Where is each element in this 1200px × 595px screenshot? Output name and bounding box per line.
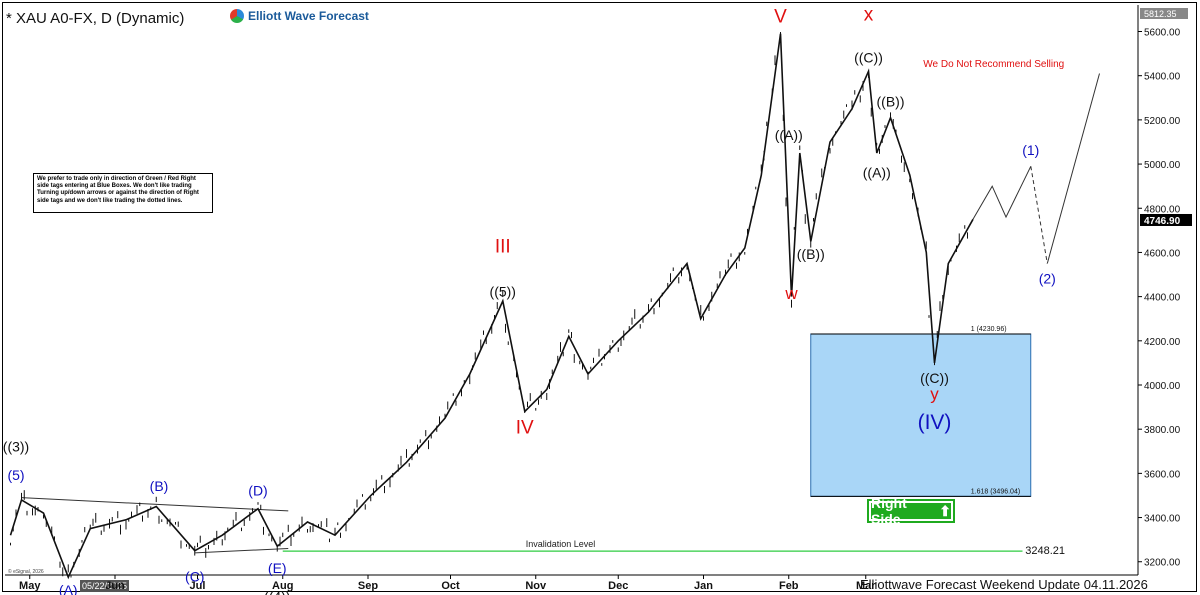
y-tick-label: 4200.00 xyxy=(1144,337,1181,348)
x-tick-label: Dec xyxy=(608,580,628,592)
y-tick-label: 3600.00 xyxy=(1144,469,1181,480)
wave-label: (1) xyxy=(1022,142,1039,158)
wave-label: (5) xyxy=(7,467,24,483)
chart-title: * XAU A0-FX, D (Dynamic) xyxy=(6,10,185,27)
y-tick-label: 3800.00 xyxy=(1144,425,1181,436)
invalidation-label: Invalidation Level xyxy=(526,539,596,549)
x-tick-label: Jun xyxy=(105,580,125,592)
wave-label: ((B)) xyxy=(797,246,825,262)
y-tick-label: 4600.00 xyxy=(1144,248,1181,259)
invalidation-value-label: 3248.21 xyxy=(1025,545,1065,557)
no-sell-label: We Do Not Recommend Selling xyxy=(923,59,1064,70)
wave-label: x xyxy=(864,4,874,25)
wave-label: (D) xyxy=(248,482,267,498)
projection-dashed xyxy=(1030,166,1048,264)
box-top-label: 1 (4230.96) xyxy=(971,326,1007,333)
x-tick-label: Jul xyxy=(190,580,206,592)
wave-label: ((B)) xyxy=(877,94,905,110)
x-tick-label: Nov xyxy=(525,580,547,592)
wave-label: ((4)) xyxy=(264,589,290,595)
x-tick-label: Oct xyxy=(441,580,460,592)
projection-final xyxy=(1046,73,1100,264)
wave-label: y xyxy=(930,384,939,403)
brand-logo-icon xyxy=(230,9,244,23)
y-tick-label: 5000.00 xyxy=(1144,160,1181,171)
wave-label: ((3)) xyxy=(3,438,29,454)
x-tick-label: Mar xyxy=(856,580,876,592)
wave-label: ((5)) xyxy=(490,284,516,300)
date-marker: 05/22/2025 xyxy=(80,580,130,592)
wave-label: ((A)) xyxy=(863,164,891,180)
wave-label: V xyxy=(774,7,787,28)
blue-box xyxy=(810,333,1032,497)
y-tick-label: 4800.00 xyxy=(1144,204,1181,215)
wave-label: (IV) xyxy=(918,411,952,434)
wave-label: III xyxy=(495,236,511,257)
wave-label: ((C)) xyxy=(854,49,883,65)
right-side-label: Right Side xyxy=(871,495,907,527)
top-price-label: 5812.35 xyxy=(1144,9,1177,19)
box-bottom-label: 1.618 (3496.04) xyxy=(971,488,1020,495)
x-tick-label: Sep xyxy=(358,580,378,592)
wave-label: (2) xyxy=(1039,270,1056,286)
x-tick-label: Aug xyxy=(272,580,293,592)
x-tick-label: Feb xyxy=(779,580,799,592)
wave-label: (B) xyxy=(150,478,169,494)
y-tick-label: 5200.00 xyxy=(1144,116,1181,127)
footer-update: Elliottwave Forecast Weekend Update 04.1… xyxy=(860,577,1148,592)
y-tick-label: 3400.00 xyxy=(1144,514,1181,525)
wave-label: (A) xyxy=(59,582,78,595)
y-tick-label: 5600.00 xyxy=(1144,28,1181,39)
up-arrow-icon: ⬆ xyxy=(939,502,951,519)
trading-note: We prefer to trade only in direction of … xyxy=(33,173,213,213)
wave-label: w xyxy=(784,284,798,303)
wave-label: ((A)) xyxy=(775,127,803,143)
x-tick-label: Jan xyxy=(694,580,713,592)
x-tick-label: May xyxy=(19,580,41,592)
y-tick-label: 4400.00 xyxy=(1144,293,1181,304)
triangle-line xyxy=(194,547,289,554)
wave-label: ((C)) xyxy=(920,370,949,386)
brand-logo: Elliott Wave Forecast xyxy=(230,9,369,23)
wave-label: (C) xyxy=(185,569,204,585)
top-price-box xyxy=(1140,8,1188,19)
triangle-line xyxy=(21,497,289,512)
wave-label: (E) xyxy=(268,560,287,576)
esignal-credit: © eSignal, 2026 xyxy=(8,569,44,575)
last-price-box xyxy=(1140,213,1192,226)
right-side-badge: Right Side ⬆ xyxy=(867,495,955,527)
y-tick-label: 4000.00 xyxy=(1144,381,1181,392)
y-tick-label: 5400.00 xyxy=(1144,72,1181,83)
y-tick-label: 3200.00 xyxy=(1144,558,1181,569)
wave-label: IV xyxy=(516,418,534,439)
brand-logo-text: Elliott Wave Forecast xyxy=(248,9,369,23)
projection-path xyxy=(972,166,1032,220)
last-price-label: 4746.90 xyxy=(1144,216,1181,227)
